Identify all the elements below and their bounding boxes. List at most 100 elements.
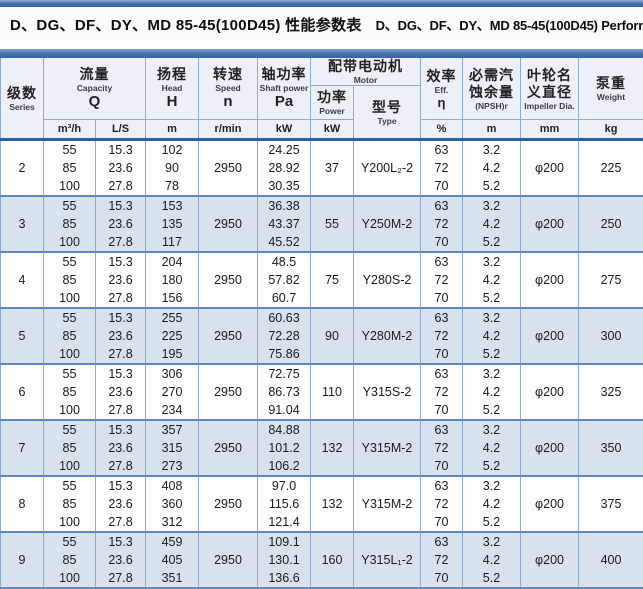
- cell-motor-type: Y315M-2: [353, 476, 421, 532]
- cell-impeller: φ200: [520, 196, 579, 252]
- cell-motor-kw: 75: [310, 252, 354, 308]
- cell-efficiency: 63 72 70: [420, 139, 463, 196]
- cell-weight: 250: [578, 196, 643, 252]
- header-shaft-power-en: Shaft power: [259, 83, 309, 93]
- cell-efficiency: 63 72 70: [420, 196, 463, 252]
- cell-weight: 225: [578, 139, 643, 196]
- table-top-accent-bar: [0, 49, 643, 58]
- cell-head-m: 408 360 312: [145, 476, 199, 532]
- header-motor-type-cn: 型号: [372, 98, 402, 115]
- cell-motor-kw: 110: [310, 364, 354, 420]
- cell-motor-type: Y200L₂-2: [353, 139, 421, 196]
- cell-flow-m3h: 55 85 100: [43, 252, 96, 308]
- cell-impeller: φ200: [520, 139, 579, 196]
- cell-flow-m3h: 55 85 100: [43, 420, 96, 476]
- table-row: 4 55 85 100 15.3 23.6 27.8 204 180 156 2950 48.5 57.…: [0, 252, 643, 308]
- header-capacity-symbol: Q: [88, 93, 101, 110]
- unit-npsh: m: [462, 119, 521, 140]
- cell-efficiency: 63 72 70: [420, 420, 463, 476]
- cell-npsh: 3.2 4.2 5.2: [462, 308, 521, 364]
- header-motor-power-en: Power: [319, 106, 345, 116]
- header-speed-symbol: n: [223, 93, 233, 110]
- header-npsh-cn: 必需汽蚀余量: [469, 66, 514, 100]
- cell-motor-kw: 55: [310, 196, 354, 252]
- header-capacity-cn: 流量: [79, 66, 110, 82]
- cell-npsh: 3.2 4.2 5.2: [462, 532, 521, 588]
- cell-flow-m3h: 55 85 100: [43, 476, 96, 532]
- header-speed-en: Speed: [215, 83, 241, 93]
- header-npsh: 必需汽蚀余量 (NPSH)r: [462, 58, 521, 120]
- cell-motor-kw: 37: [310, 139, 354, 196]
- cell-motor-kw: 90: [310, 308, 354, 364]
- header-motor-power: 功率 Power: [310, 85, 354, 120]
- cell-shaft-kw: 48.5 57.82 60.7: [257, 252, 311, 308]
- cell-series: 4: [0, 252, 44, 308]
- cell-motor-kw: 132: [310, 476, 354, 532]
- cell-efficiency: 63 72 70: [420, 252, 463, 308]
- header-speed: 转速 Speed n: [198, 58, 258, 120]
- header-npsh-en: (NPSH)r: [475, 100, 508, 111]
- table-body: 2 55 85 100 15.3 23.6 27.8 102 90 78 2950 24.25 28.9…: [0, 139, 643, 588]
- cell-npsh: 3.2 4.2 5.2: [462, 139, 521, 196]
- cell-flow-ls: 15.3 23.6 27.8: [95, 252, 146, 308]
- cell-shaft-kw: 36.38 43.37 45.52: [257, 196, 311, 252]
- unit-shaft-power: kW: [257, 119, 311, 140]
- cell-shaft-kw: 24.25 28.92 30.35: [257, 139, 311, 196]
- header-motor: 配带电动机 Motor: [310, 58, 421, 86]
- header-shaft-power: 轴功率 Shaft power Pa: [257, 58, 311, 120]
- cell-flow-ls: 15.3 23.6 27.8: [95, 364, 146, 420]
- header-series: 级数 Series: [0, 58, 44, 140]
- performance-table: 级数 Series 流量 Capacity Q 扬程 Head H 转速 Spe…: [0, 58, 643, 589]
- cell-motor-type: Y315S-2: [353, 364, 421, 420]
- cell-npsh: 3.2 4.2 5.2: [462, 476, 521, 532]
- cell-flow-ls: 15.3 23.6 27.8: [95, 532, 146, 588]
- cell-weight: 275: [578, 252, 643, 308]
- header-capacity-en: Capacity: [76, 83, 113, 93]
- cell-motor-type: Y280M-2: [353, 308, 421, 364]
- cell-weight: 400: [578, 532, 643, 588]
- cell-speed: 2950: [198, 532, 258, 588]
- title-english: D、DG、DF、DY、MD 85-45(100D45) Performance …: [375, 18, 643, 33]
- title-chinese: D、DG、DF、DY、MD 85-45(100D45) 性能参数表: [10, 17, 362, 34]
- table-row: 6 55 85 100 15.3 23.6 27.8 306 270 234 2950 72.75 86…: [0, 364, 643, 420]
- unit-weight: kg: [578, 119, 643, 140]
- cell-flow-ls: 15.3 23.6 27.8: [95, 196, 146, 252]
- cell-motor-type: Y315M-2: [353, 420, 421, 476]
- cell-head-m: 255 225 195: [145, 308, 199, 364]
- cell-weight: 300: [578, 308, 643, 364]
- cell-series: 8: [0, 476, 44, 532]
- unit-efficiency: %: [420, 119, 463, 140]
- cell-flow-m3h: 55 85 100: [43, 364, 96, 420]
- cell-speed: 2950: [198, 476, 258, 532]
- cell-speed: 2950: [198, 252, 258, 308]
- top-accent-bar: [0, 0, 643, 7]
- page-title: D、DG、DF、DY、MD 85-45(100D45) 性能参数表 D、DG、D…: [0, 7, 643, 41]
- cell-motor-kw: 132: [310, 420, 354, 476]
- cell-head-m: 306 270 234: [145, 364, 199, 420]
- header-efficiency: 效率 Eff. η: [420, 58, 463, 120]
- cell-shaft-kw: 60.63 72.28 75.86: [257, 308, 311, 364]
- cell-efficiency: 63 72 70: [420, 364, 463, 420]
- cell-efficiency: 63 72 70: [420, 532, 463, 588]
- cell-speed: 2950: [198, 139, 258, 196]
- table-header: 级数 Series 流量 Capacity Q 扬程 Head H 转速 Spe…: [0, 58, 643, 140]
- cell-flow-m3h: 55 85 100: [43, 196, 96, 252]
- unit-head: m: [145, 119, 199, 140]
- table-row: 3 55 85 100 15.3 23.6 27.8 153 135 117 2950 36.38 43…: [0, 196, 643, 252]
- cell-flow-m3h: 55 85 100: [43, 308, 96, 364]
- header-head-cn: 扬程: [157, 66, 187, 82]
- header-efficiency-en: Eff.: [434, 84, 449, 95]
- cell-flow-m3h: 55 85 100: [43, 532, 96, 588]
- cell-shaft-kw: 72.75 86.73 91.04: [257, 364, 311, 420]
- cell-shaft-kw: 97.0 115.6 121.4: [257, 476, 311, 532]
- table-row: 9 55 85 100 15.3 23.6 27.8 459 405 351 2950 109.1 13…: [0, 532, 643, 588]
- cell-flow-ls: 15.3 23.6 27.8: [95, 308, 146, 364]
- cell-series: 2: [0, 139, 44, 196]
- cell-speed: 2950: [198, 308, 258, 364]
- cell-flow-ls: 15.3 23.6 27.8: [95, 139, 146, 196]
- cell-efficiency: 63 72 70: [420, 476, 463, 532]
- cell-impeller: φ200: [520, 532, 579, 588]
- cell-motor-type: Y315L₁-2: [353, 532, 421, 588]
- cell-flow-ls: 15.3 23.6 27.8: [95, 420, 146, 476]
- table-row: 8 55 85 100 15.3 23.6 27.8 408 360 312 2950 97.0 115…: [0, 476, 643, 532]
